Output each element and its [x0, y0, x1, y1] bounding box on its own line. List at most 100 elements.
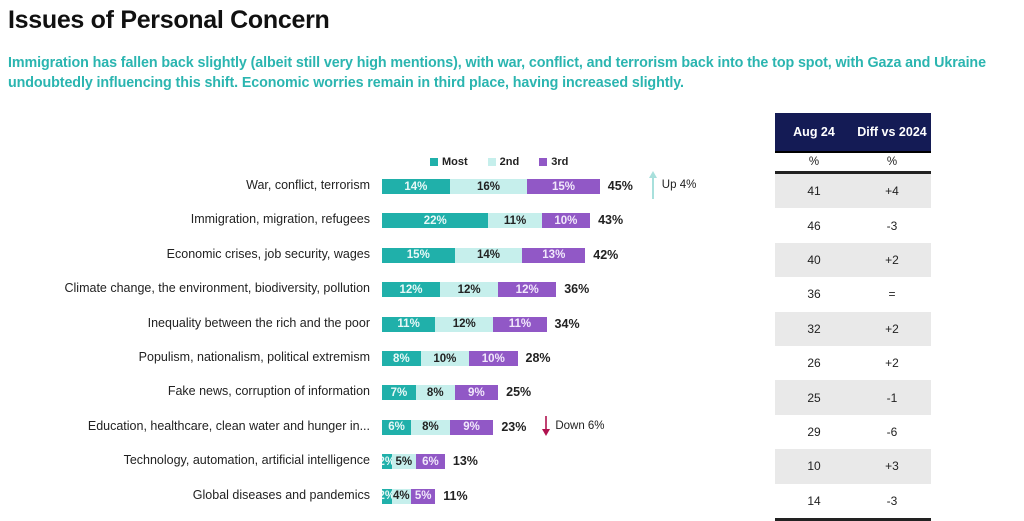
bar-segment-most: 11% [382, 316, 436, 332]
bar-segment-second: 14% [454, 247, 523, 263]
cell-diff: -1 [886, 390, 898, 405]
table-row: 10 +3 [775, 449, 931, 484]
table-row: 25 -1 [775, 380, 931, 415]
arrow-down-icon [541, 415, 551, 436]
annotation-text: Up 4% [661, 179, 697, 191]
total-label: 28% [525, 351, 551, 365]
legend-label-second: 2nd [499, 156, 520, 168]
bar-segment-second: 4% [391, 488, 412, 504]
cell-aug-24: 25 [807, 390, 821, 405]
total-label: 36% [564, 282, 590, 297]
header-diff-vs-2024: Diff vs 2024 [857, 125, 927, 139]
bar-segment-second: 16% [449, 179, 528, 194]
stacked-bar: 8% 10% 10% [382, 351, 518, 366]
total-label: 13% [452, 454, 478, 469]
total-label: 45% [607, 179, 633, 193]
table-units-row: % % [775, 153, 931, 174]
legend-item-third: 3rd [539, 156, 568, 168]
bar-segment-most: 22% [382, 213, 489, 229]
bar-segment-third: 5% [411, 488, 436, 504]
bar-segment-most: 8% [382, 351, 421, 366]
annotation-text: Down 6% [555, 419, 605, 432]
stacked-bar: 2%5%6% [382, 454, 445, 470]
category-label: Fake news, corruption of information [167, 384, 370, 399]
cell-diff: -3 [886, 218, 898, 233]
bar-segment-second: 12% [435, 316, 494, 332]
category-label: Education, healthcare, clean water and h… [87, 418, 370, 433]
legend-swatch-second [487, 158, 496, 166]
cell-aug-24: 26 [807, 356, 821, 371]
cell-diff: -6 [886, 424, 898, 439]
chart-legend: Most 2nd 3rd [430, 156, 568, 168]
table-row: 32 +2 [775, 311, 931, 346]
bar-segment-second: 5% [391, 454, 416, 470]
legend-swatch-most [430, 158, 438, 166]
legend-item-second: 2nd [487, 156, 520, 168]
bar-segment-third: 6% [415, 454, 445, 470]
bar-segment-third: 10% [469, 351, 518, 366]
bar-segment-second: 11% [488, 213, 542, 229]
stacked-bar: 11% 12% 11% [382, 316, 547, 332]
unit-aug-24: % [808, 156, 820, 168]
stacked-bar: 15% 14% 13% [382, 247, 586, 263]
table-row: 46 -3 [775, 208, 931, 242]
cell-diff: -3 [886, 493, 898, 508]
table-bottom-rule [775, 517, 931, 521]
bar-segment-most: 2% [382, 488, 392, 504]
total-label: 34% [554, 316, 580, 331]
bar-segment-third: 13% [522, 247, 586, 263]
bar-segment-second: 8% [415, 385, 455, 401]
table-row: 41 +4 [775, 174, 931, 209]
cell-aug-24: 36 [807, 287, 821, 302]
table-row: 40 +2 [775, 242, 931, 278]
bar-segment-third: 9% [449, 419, 494, 435]
stacked-bar: 6% 8% 9% [382, 419, 494, 435]
table-row: 36 = [775, 277, 931, 311]
stacked-bar: 2%4%5% [382, 488, 436, 504]
bar-segment-most: 7% [382, 385, 416, 401]
legend-item-most: Most [430, 156, 468, 168]
total-label: 23% [501, 419, 527, 434]
change-annotation-down: Down 6% [541, 415, 605, 436]
total-label: 25% [506, 385, 532, 400]
cell-aug-24: 29 [807, 424, 821, 439]
cell-diff: +2 [885, 321, 899, 336]
cell-aug-24: 14 [807, 493, 821, 508]
table-header: Aug 24 Diff vs 2024 [775, 113, 931, 153]
bar-segment-third: 10% [541, 213, 591, 229]
category-label: Inequality between the rich and the poor [147, 315, 370, 330]
category-label: Immigration, migration, refugees [190, 212, 370, 227]
arrow-up-icon [648, 171, 658, 199]
bar-segment-second: 10% [420, 351, 470, 366]
cell-diff: +4 [885, 184, 899, 199]
table-body: 41 +4 46 -3 40 +2 36 = 32 +2 26 +2 25 -1 29 -6 10 +3 14 -3 [775, 174, 931, 518]
legend-label-most: Most [442, 156, 468, 168]
stacked-bar: 7% 8% 9% [382, 385, 499, 401]
unit-diff: % [886, 156, 898, 168]
cell-aug-24: 40 [807, 252, 821, 267]
bar-segment-third: 15% [527, 179, 600, 194]
bar-segment-most: 2% [382, 454, 392, 470]
legend-swatch-third [539, 158, 548, 166]
bar-segment-most: 14% [382, 179, 450, 194]
bar-segment-most: 6% [382, 419, 412, 435]
stacked-bar: 14% 16% 15% [382, 179, 600, 194]
category-label: War, conflict, terrorism [246, 178, 370, 192]
header-aug-24: Aug 24 [793, 125, 835, 139]
cell-aug-24: 41 [807, 184, 821, 199]
total-label: 11% [443, 488, 468, 503]
cell-diff: +2 [885, 356, 899, 371]
total-label: 43% [598, 213, 624, 228]
bar-segment-third: 12% [498, 282, 557, 298]
cell-aug-24: 46 [807, 218, 821, 233]
category-label: Populism, nationalism, political extremi… [138, 350, 370, 364]
cell-aug-24: 32 [807, 321, 821, 336]
bar-segment-most: 15% [382, 247, 455, 263]
category-label: Climate change, the environment, biodive… [64, 281, 371, 296]
category-label: Global diseases and pandemics [192, 487, 370, 502]
category-label: Economic crises, job security, wages [166, 246, 370, 261]
cell-diff: = [888, 287, 896, 302]
bar-segment-second: 8% [411, 419, 450, 435]
comparison-table: Aug 24 Diff vs 2024 % % 41 +4 46 -3 40 +2 36 = 3… [775, 113, 931, 521]
table-row: 26 +2 [775, 346, 931, 380]
